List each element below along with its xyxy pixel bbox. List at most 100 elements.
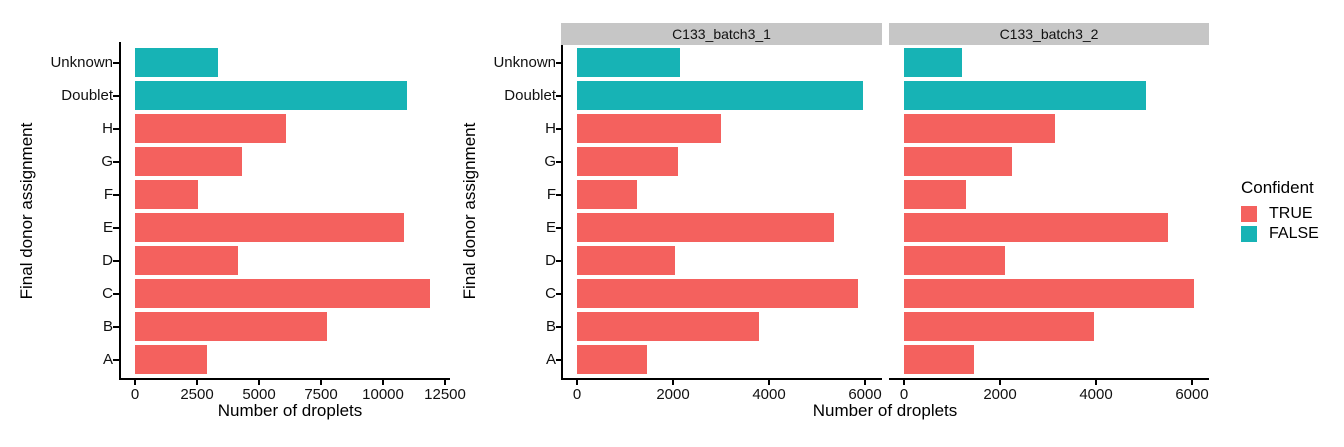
y-axis-tick [113, 259, 119, 262]
bar-overall-h [135, 114, 287, 143]
bar-C133_batch3_1-g [577, 147, 678, 176]
y-axis-tick [556, 259, 562, 262]
legend-item-true: TRUE [1241, 206, 1313, 222]
y-axis-label-facet-doublet: Doublet [504, 86, 556, 104]
legend-label-true: TRUE [1269, 205, 1313, 222]
x-axis-tick-label-C133_batch3_2: 0 [899, 386, 909, 403]
y-axis-label-overall-f: F [103, 185, 113, 203]
y-axis-label-overall-a: A [102, 350, 113, 368]
facet-strip-batch3-2-label: C133_batch3_2 [999, 26, 1099, 42]
x-axis-tick-label-C133_batch3_1: 0 [572, 386, 582, 403]
x-axis-tick-label-C133_batch3_2: 4000 [1079, 386, 1113, 403]
y-axis-tick [113, 358, 119, 361]
y-axis-tick [556, 358, 562, 361]
y-axis-label-overall-b: B [102, 317, 113, 335]
y-axis-label-facet-e: E [545, 218, 556, 236]
bar-C133_batch3_1-a [577, 345, 647, 374]
y-axis-tick [556, 325, 562, 328]
left-x-axis-title: Number of droplets [217, 401, 363, 420]
bar-overall-b [135, 312, 328, 341]
y-axis-label-overall-doublet: Doublet [61, 86, 113, 104]
y-axis-tick [113, 61, 119, 64]
x-axis-tick-overall [382, 380, 384, 385]
bar-C133_batch3_2-g [904, 147, 1012, 176]
legend-label-false: FALSE [1269, 225, 1319, 242]
bar-overall-unknown [135, 48, 219, 77]
y-axis-label-facet-a: A [545, 350, 556, 368]
x-axis-tick-C133_batch3_2 [1191, 380, 1193, 385]
y-axis-label-overall-e: E [102, 218, 113, 236]
x-axis-tick-label-overall: 10000 [362, 386, 404, 403]
x-axis-tick-label-overall: 2500 [180, 386, 214, 403]
y-axis-tick [113, 160, 119, 163]
y-axis-label-facet-g: G [544, 152, 556, 170]
y-axis-label-overall-c: C [102, 284, 113, 302]
y-axis-tick [113, 325, 119, 328]
bar-C133_batch3_1-d [577, 246, 676, 275]
x-axis-tick-label-C133_batch3_1: 4000 [752, 386, 786, 403]
x-axis-tick-label-overall: 0 [130, 386, 140, 403]
x-axis-tick-C133_batch3_2 [1095, 380, 1097, 385]
facet-strip-batch3-1-label: C133_batch3_1 [672, 26, 771, 42]
y-axis-label-overall-d: D [102, 251, 113, 269]
y-axis-label-overall-unknown: Unknown [50, 53, 113, 71]
y-axis-tick [113, 292, 119, 295]
x-axis-tick-label-C133_batch3_2: 2000 [983, 386, 1017, 403]
facet-strip-batch3-2: C133_batch3_2 [889, 23, 1209, 45]
y-axis-tick [113, 193, 119, 196]
bar-C133_batch3_1-h [577, 114, 721, 143]
x-axis-tick-overall [134, 380, 136, 385]
y-axis-tick [556, 127, 562, 130]
y-axis-tick [556, 226, 562, 229]
bar-C133_batch3_2-c [904, 279, 1195, 308]
left-panel-y-axis-line [119, 42, 121, 380]
bar-C133_batch3_1-b [577, 312, 760, 341]
bar-C133_batch3_2-e [904, 213, 1168, 242]
y-axis-tick [556, 193, 562, 196]
x-axis-tick-C133_batch3_2 [903, 380, 905, 385]
y-axis-tick [113, 226, 119, 229]
y-axis-tick [113, 94, 119, 97]
bar-overall-d [135, 246, 238, 275]
y-axis-tick [556, 160, 562, 163]
left-y-axis-title: Final donor assignment [17, 122, 36, 300]
y-axis-tick [556, 292, 562, 295]
legend: Confident TRUE FALSE [1241, 0, 1344, 447]
y-axis-label-facet-h: H [545, 119, 556, 137]
bar-C133_batch3_1-e [577, 213, 834, 242]
bar-overall-f [135, 180, 199, 209]
bar-C133_batch3_1-f [577, 180, 637, 209]
facet-y-axis-title: Final donor assignment [460, 122, 479, 300]
bar-C133_batch3_2-doublet [904, 81, 1147, 110]
y-axis-label-facet-unknown: Unknown [493, 53, 556, 71]
x-axis-tick-overall [320, 380, 322, 385]
bar-C133_batch3_2-f [904, 180, 967, 209]
legend-swatch-true-icon [1241, 206, 1257, 222]
y-axis-label-facet-c: C [545, 284, 556, 302]
x-axis-tick-label-overall: 12500 [424, 386, 466, 403]
x-axis-tick-label-C133_batch3_1: 2000 [656, 386, 690, 403]
x-axis-tick-C133_batch3_1 [672, 380, 674, 385]
bar-overall-doublet [135, 81, 407, 110]
y-axis-tick [556, 94, 562, 97]
y-axis-label-facet-d: D [545, 251, 556, 269]
y-axis-label-facet-f: F [546, 185, 556, 203]
bar-C133_batch3_2-b [904, 312, 1094, 341]
x-axis-tick-label-C133_batch3_2: 6000 [1175, 386, 1209, 403]
y-axis-tick [556, 61, 562, 64]
bar-C133_batch3_2-d [904, 246, 1005, 275]
y-axis-label-overall-h: H [102, 119, 113, 137]
bar-overall-a [135, 345, 207, 374]
bar-overall-e [135, 213, 405, 242]
bar-overall-c [135, 279, 431, 308]
y-axis-label-facet-b: B [545, 317, 556, 335]
bar-C133_batch3_2-h [904, 114, 1056, 143]
legend-title: Confident [1241, 178, 1314, 197]
x-axis-tick-C133_batch3_1 [864, 380, 866, 385]
facet-x-axis-title: Number of droplets [812, 401, 958, 420]
x-axis-tick-label-overall: 7500 [304, 386, 338, 403]
legend-item-false: FALSE [1241, 226, 1319, 242]
left-panel-x-axis-line [119, 378, 450, 380]
bar-C133_batch3_2-unknown [904, 48, 962, 77]
